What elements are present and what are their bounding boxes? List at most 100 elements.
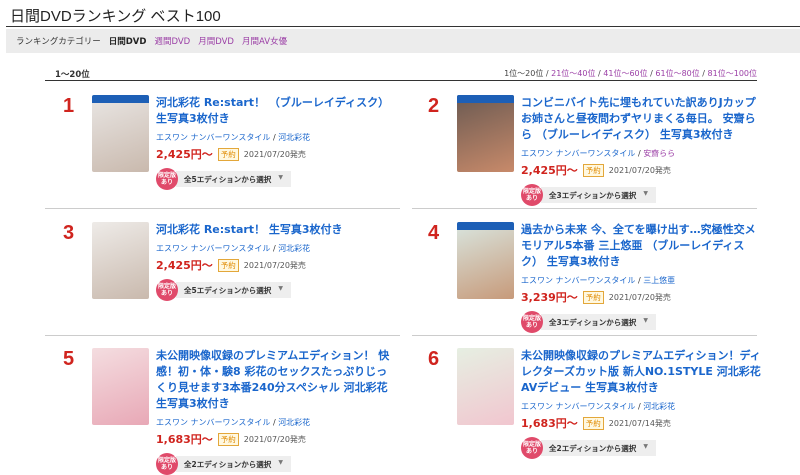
actress-link[interactable]: 河北彩花	[278, 133, 311, 142]
price: 3,239円〜	[521, 291, 578, 304]
edition-select-label: 全3エディションから選択	[549, 191, 637, 200]
product-title-link[interactable]: 河北彩花 Re:start！ 生写真3枚付き	[156, 223, 343, 236]
limited-edition-label: 限定版あり	[157, 283, 176, 297]
limited-edition-badge: 限定版あり	[156, 279, 178, 301]
row-divider	[412, 208, 757, 209]
pager-link[interactable]: 81位〜100位	[707, 69, 757, 78]
row-divider	[45, 208, 400, 209]
limited-edition-badge: 限定版あり	[156, 168, 178, 190]
pager: 1位〜20位 / 21位〜40位 / 41位〜60位 / 61位〜80位 / 8…	[504, 69, 757, 78]
product-image[interactable]	[92, 222, 149, 299]
preorder-badge: 予約	[582, 290, 604, 304]
edition-select[interactable]: 全5エディションから選択 ▼	[176, 282, 291, 298]
rank-number: 1	[63, 95, 75, 117]
product-title-link[interactable]: 河北彩花 Re:start！ （ブルーレイディスク） 生写真3枚付き	[156, 96, 390, 125]
dropdown-arrow-icon: ▼	[643, 317, 648, 324]
product-title-link[interactable]: 未公開映像収録のプレミアムエディション！ 快感！初・体・験8 彩花のセックスたっ…	[156, 349, 390, 410]
rank-number: 2	[428, 95, 440, 117]
limited-edition-label: 限定版あり	[522, 441, 541, 455]
actress-link[interactable]: 安齋らら	[643, 149, 676, 158]
limited-edition-label: 限定版あり	[522, 188, 541, 202]
page-title: 日間DVDランキング ベスト100	[10, 8, 221, 25]
dropdown-arrow-icon: ▼	[278, 174, 283, 181]
actress-link[interactable]: 河北彩花	[643, 402, 676, 411]
release-date: 2021/07/20発売	[608, 165, 671, 175]
pager-link[interactable]: 61位〜80位	[655, 69, 700, 78]
release-date: 2021/07/20発売	[243, 434, 306, 444]
maker-link[interactable]: エスワン ナンバーワンスタイル	[156, 244, 271, 253]
pager-link[interactable]: 21位〜40位	[551, 69, 596, 78]
dropdown-arrow-icon: ▼	[278, 285, 283, 292]
edition-select-label: 全5エディションから選択	[184, 175, 272, 184]
ranking-item: 6 未公開映像収録のプレミアムエディション！ディレクターズカット版 新人NO.1…	[410, 343, 761, 463]
preorder-badge: 予約	[582, 163, 604, 177]
divider	[6, 26, 800, 27]
pager-current: 1位〜20位	[504, 69, 544, 78]
actress-link[interactable]: 三上悠亜	[643, 276, 676, 285]
release-date: 2021/07/20発売	[608, 292, 671, 302]
price: 1,683円〜	[521, 417, 578, 430]
ranking-item: 4 過去から未来 今、全てを曝け出す…究極性交メモリアル5本番 三上悠亜 （ブル…	[410, 217, 756, 337]
category-link-weekly[interactable]: 週間DVD	[154, 37, 191, 47]
maker-link[interactable]: エスワン ナンバーワンスタイル	[156, 133, 271, 142]
price: 2,425円〜	[156, 148, 213, 161]
product-image[interactable]	[92, 348, 149, 425]
edition-select[interactable]: 全2エディションから選択 ▼	[176, 456, 291, 472]
limited-edition-badge: 限定版あり	[156, 453, 178, 475]
edition-select[interactable]: 全3エディションから選択 ▼	[541, 314, 656, 330]
row-divider	[45, 335, 400, 336]
category-link-monthly-actress[interactable]: 月間AV女優	[241, 37, 288, 47]
price: 1,683円〜	[156, 433, 213, 446]
edition-select-label: 全3エディションから選択	[549, 318, 637, 327]
category-current: 日間DVD	[108, 37, 147, 47]
product-image[interactable]	[457, 222, 514, 299]
ranking-item: 5 未公開映像収録のプレミアムエディション！ 快感！初・体・験8 彩花のセックス…	[45, 343, 390, 475]
actress-link[interactable]: 河北彩花	[278, 244, 311, 253]
edition-select-label: 全2エディションから選択	[184, 460, 272, 469]
dropdown-arrow-icon: ▼	[643, 190, 648, 197]
ranking-item: 1 河北彩花 Re:start！ （ブルーレイディスク） 生写真3枚付き エスワ…	[45, 90, 390, 210]
edition-select[interactable]: 全3エディションから選択 ▼	[541, 187, 656, 203]
category-link-monthly[interactable]: 月間DVD	[198, 37, 234, 47]
ranking-item: 2 コンビニバイト先に埋もれていた訳ありJカップお姉さんと昼夜問わずヤリまくる毎…	[410, 90, 756, 210]
release-date: 2021/07/20発売	[243, 260, 306, 270]
product-image[interactable]	[457, 95, 514, 172]
preorder-badge: 予約	[217, 258, 239, 272]
actress-link[interactable]: 河北彩花	[278, 418, 311, 427]
limited-edition-badge: 限定版あり	[521, 311, 543, 333]
pager-link[interactable]: 41位〜60位	[603, 69, 648, 78]
preorder-badge: 予約	[217, 147, 239, 161]
dropdown-arrow-icon: ▼	[643, 443, 648, 450]
rank-number: 6	[428, 348, 440, 370]
limited-edition-badge: 限定版あり	[521, 184, 543, 206]
rank-number: 4	[428, 222, 440, 244]
category-label: ランキングカテゴリー	[16, 37, 101, 47]
rank-number: 3	[63, 222, 75, 244]
edition-select-label: 全2エディションから選択	[549, 444, 637, 453]
rank-number: 5	[63, 348, 75, 370]
ranking-item: 3 河北彩花 Re:start！ 生写真3枚付き エスワン ナンバーワンスタイル…	[45, 217, 390, 337]
edition-select[interactable]: 全5エディションから選択 ▼	[176, 171, 291, 187]
price: 2,425円〜	[521, 164, 578, 177]
limited-edition-label: 限定版あり	[157, 172, 176, 186]
product-title-link[interactable]: 未公開映像収録のプレミアムエディション！ディレクターズカット版 新人NO.1ST…	[521, 349, 761, 394]
maker-link[interactable]: エスワン ナンバーワンスタイル	[521, 149, 636, 158]
edition-select[interactable]: 全2エディションから選択 ▼	[541, 440, 656, 456]
product-image[interactable]	[92, 95, 149, 172]
maker-link[interactable]: エスワン ナンバーワンスタイル	[156, 418, 271, 427]
product-title-link[interactable]: コンビニバイト先に埋もれていた訳ありJカップお姉さんと昼夜問わずヤリまくる毎日。…	[521, 96, 756, 141]
release-date: 2021/07/20発売	[243, 149, 306, 159]
price: 2,425円〜	[156, 259, 213, 272]
range-label: 1〜20位	[55, 70, 90, 80]
maker-link[interactable]: エスワン ナンバーワンスタイル	[521, 276, 636, 285]
preorder-badge: 予約	[217, 432, 239, 446]
preorder-badge: 予約	[582, 416, 604, 430]
dropdown-arrow-icon: ▼	[278, 459, 283, 466]
edition-select-label: 全5エディションから選択	[184, 286, 272, 295]
product-title-link[interactable]: 過去から未来 今、全てを曝け出す…究極性交メモリアル5本番 三上悠亜 （ブルーレ…	[521, 223, 756, 268]
limited-edition-label: 限定版あり	[157, 457, 176, 471]
limited-edition-label: 限定版あり	[522, 315, 541, 329]
maker-link[interactable]: エスワン ナンバーワンスタイル	[521, 402, 636, 411]
row-divider	[412, 335, 757, 336]
product-image[interactable]	[457, 348, 514, 425]
